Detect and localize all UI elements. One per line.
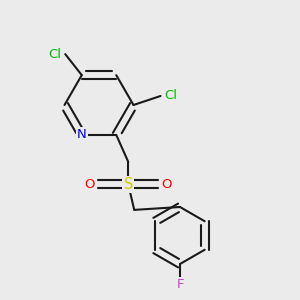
Text: O: O: [85, 178, 95, 191]
Text: Cl: Cl: [48, 48, 61, 61]
Text: O: O: [161, 178, 172, 191]
Text: S: S: [124, 177, 133, 192]
Text: Cl: Cl: [164, 89, 178, 103]
Text: F: F: [176, 278, 184, 291]
Text: N: N: [77, 128, 87, 141]
